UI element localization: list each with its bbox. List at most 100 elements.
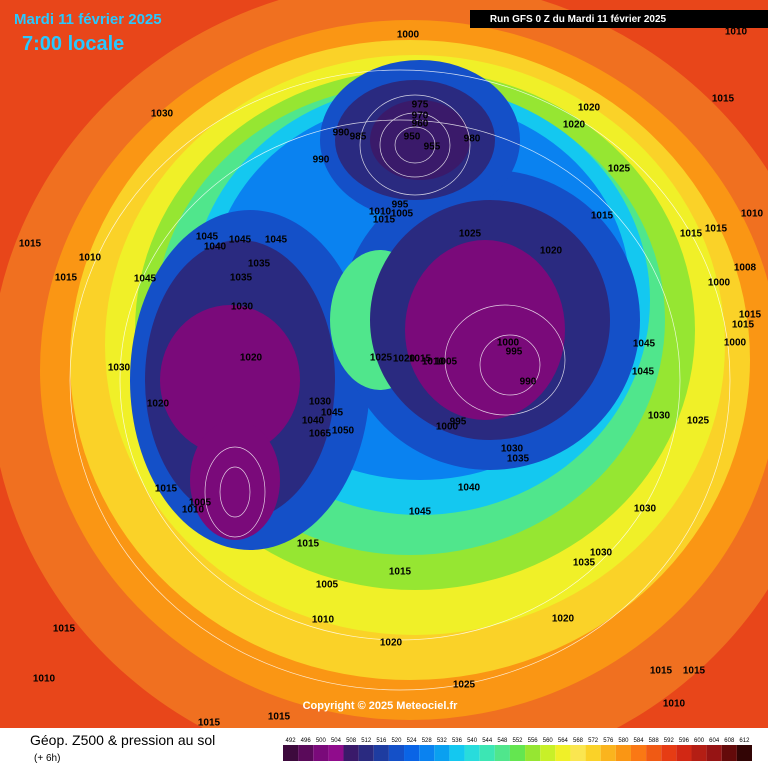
- colorbar-label: 532: [437, 738, 448, 744]
- footer-lead: (+ 6h): [34, 753, 60, 764]
- colorbar-swatch: [388, 745, 405, 761]
- pressure-label: 1050: [332, 426, 355, 437]
- colorbar-swatch: [494, 745, 510, 761]
- colorbar-swatch: [540, 745, 556, 761]
- pressure-label: 1030: [501, 444, 524, 455]
- pressure-label: 1015: [19, 239, 42, 250]
- pressure-label: 1025: [687, 416, 710, 427]
- colorbar-swatch: [570, 745, 586, 761]
- pressure-label: 990: [333, 128, 350, 139]
- run-label: Run GFS 0 Z du Mardi 11 février 2025: [490, 14, 667, 25]
- date: Mardi 11 février 2025: [14, 11, 162, 28]
- pressure-label: 970: [412, 111, 429, 122]
- colorbar-label: 528: [422, 738, 433, 744]
- pressure-label: 1025: [608, 164, 631, 175]
- colorbar-label: 560: [543, 738, 554, 744]
- colorbar-swatch: [298, 745, 314, 761]
- colorbar-swatch: [373, 745, 389, 761]
- run-box: [470, 10, 768, 28]
- pressure-label: 1015: [739, 310, 762, 321]
- colorbar-label: 604: [709, 738, 720, 744]
- colorbar-label: 504: [331, 738, 342, 744]
- footer-title: Géop. Z500 & pression au sol: [30, 732, 215, 748]
- colorbar-swatch: [464, 745, 480, 761]
- colorbar-swatch: [525, 745, 541, 761]
- colorbar-label: 544: [482, 738, 493, 744]
- colorbar-label: 492: [286, 738, 297, 744]
- pressure-label: 1015: [297, 539, 320, 550]
- pressure-label: 1035: [573, 558, 596, 569]
- pressure-label: 1010: [182, 505, 205, 516]
- pressure-label: 1030: [634, 504, 657, 515]
- pressure-label: 1000: [497, 338, 520, 349]
- pressure-label: 980: [464, 134, 481, 145]
- colorbar-label: 580: [618, 738, 629, 744]
- pressure-label: 1000: [708, 278, 731, 289]
- pressure-label: 1015: [268, 712, 291, 723]
- colorbar-label: 556: [528, 738, 539, 744]
- pressure-label: 1030: [231, 302, 254, 313]
- pressure-label: 1015: [155, 484, 178, 495]
- pressure-label: 985: [350, 132, 367, 143]
- pressure-label: 1015: [389, 567, 412, 578]
- copyright: Copyright © 2025 Meteociel.fr: [303, 700, 459, 712]
- pressure-label: 1015: [650, 666, 673, 677]
- pressure-label: 1015: [705, 224, 728, 235]
- colorbar-label: 572: [588, 738, 599, 744]
- pressure-label: 995: [450, 417, 467, 428]
- colorbar-label: 516: [376, 738, 387, 744]
- pressure-label: 1010: [312, 615, 335, 626]
- pressure-label: 1015: [409, 354, 432, 365]
- pressure-label: 995: [506, 347, 523, 358]
- colorbar-swatch: [328, 745, 344, 761]
- colorbar-swatch: [600, 745, 616, 761]
- pressure-label: 1035: [248, 259, 271, 270]
- pressure-label: 1045: [229, 235, 252, 246]
- pressure-label: 1000: [436, 422, 459, 433]
- pressure-label: 1005: [189, 498, 212, 509]
- pressure-label: 1020: [240, 353, 263, 364]
- colorbar-label: 552: [512, 738, 523, 744]
- colorbar-label: 568: [573, 738, 584, 744]
- colorbar-label: 512: [361, 738, 372, 744]
- pressure-label: 1025: [459, 229, 482, 240]
- pressure-label: 1000: [724, 338, 747, 349]
- colorbar-swatch: [585, 745, 601, 761]
- colorbar-label: 596: [679, 738, 690, 744]
- pressure-label: 1065: [309, 429, 332, 440]
- pressure-label: 1010: [79, 253, 102, 264]
- colorbar-swatch: [449, 745, 465, 761]
- colorbar-swatch: [555, 745, 571, 761]
- colorbar-swatch: [343, 745, 359, 761]
- pressure-label: 1020: [563, 120, 586, 131]
- pressure-label: 960: [412, 119, 429, 130]
- colorbar-swatch: [479, 745, 495, 761]
- pressure-label: 1045: [134, 274, 157, 285]
- pressure-label: 1020: [393, 354, 416, 365]
- pressure-label: 1020: [380, 638, 403, 649]
- pressure-label: 1015: [591, 211, 614, 222]
- pressure-label: 1005: [316, 580, 339, 591]
- pressure-label: 1045: [196, 232, 219, 243]
- pressure-label: 1020: [147, 399, 170, 410]
- colorbar-label: 612: [739, 738, 750, 744]
- colorbar-swatch: [721, 745, 737, 761]
- pressure-label: 1005: [435, 357, 458, 368]
- colorbar-label: 536: [452, 738, 463, 744]
- pressure-label: 1005: [391, 209, 414, 220]
- colorbar: 492 496 500 504 508 512 516 520 524 528 532 536 540 5…: [283, 738, 752, 761]
- pressure-label: 1025: [370, 353, 393, 364]
- colorbar-swatch: [706, 745, 722, 761]
- pressure-label: 1020: [578, 103, 601, 114]
- pressure-label: 1030: [108, 363, 131, 374]
- pressure-label: 1015: [55, 273, 78, 284]
- pressure-label: 1015: [198, 718, 221, 729]
- colorbar-swatch: [661, 745, 677, 761]
- pressure-label: 1010: [422, 357, 445, 368]
- pressure-label: 1020: [552, 614, 575, 625]
- pressure-label: 1040: [204, 242, 227, 253]
- colorbar-label: 584: [634, 738, 645, 744]
- colorbar-swatch: [676, 745, 692, 761]
- colorbar-label: 496: [301, 738, 312, 744]
